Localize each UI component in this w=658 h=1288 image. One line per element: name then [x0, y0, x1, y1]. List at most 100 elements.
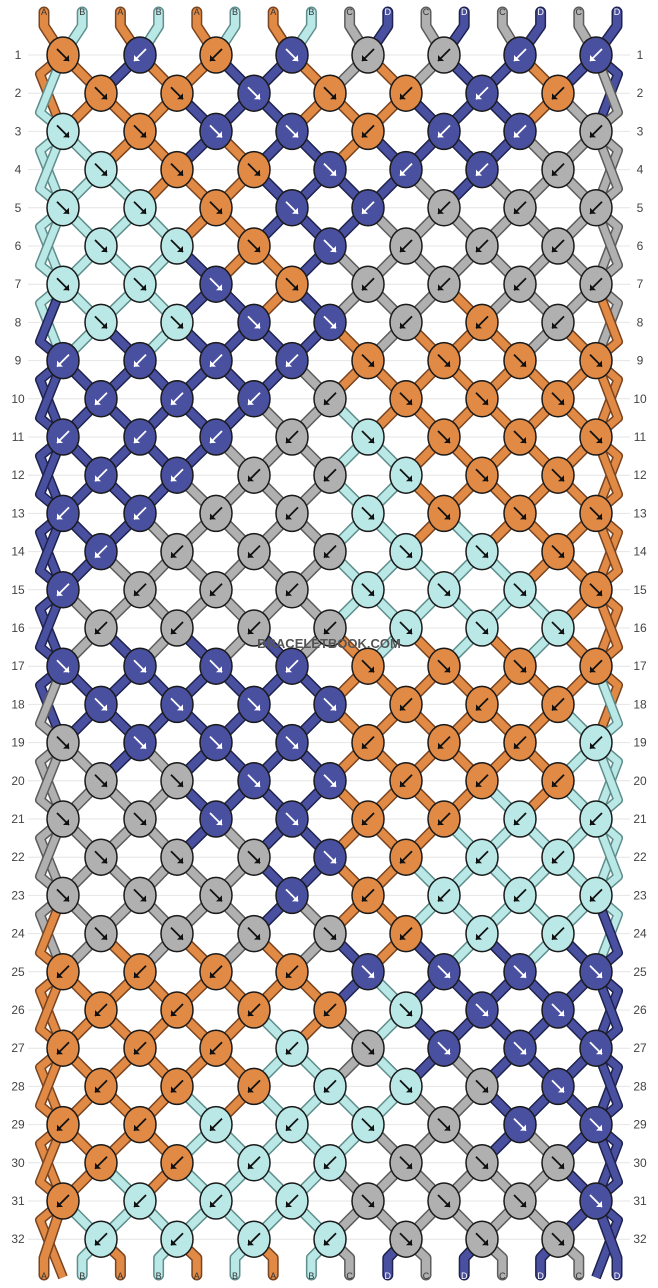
knot	[389, 762, 423, 800]
knot	[46, 1029, 80, 1067]
arrow-head-icon	[400, 780, 406, 787]
arrow-head-icon	[101, 704, 107, 711]
knot	[465, 227, 499, 265]
arrow-head-icon	[171, 628, 177, 634]
knot	[465, 380, 499, 418]
arrow-head-icon	[95, 551, 101, 558]
knot	[389, 303, 423, 342]
knot	[541, 380, 575, 418]
arrow-head-icon	[368, 437, 374, 443]
arrow-head-icon	[444, 1048, 450, 1055]
arrow-head-icon	[552, 169, 558, 176]
knot	[465, 991, 499, 1029]
arrow-head-icon	[362, 284, 368, 291]
arrow-head-icon	[177, 780, 183, 787]
arrow-head-icon	[95, 1162, 101, 1169]
knot	[84, 456, 118, 494]
arrow-head-icon	[57, 1124, 63, 1131]
knot	[503, 418, 537, 456]
knot	[46, 418, 80, 456]
arrow-head-icon	[101, 857, 107, 864]
knot	[199, 112, 233, 151]
arrow-head-icon	[330, 780, 336, 787]
knot	[465, 762, 499, 800]
arrow-head-icon	[476, 857, 482, 864]
arrow-head-icon	[254, 246, 260, 252]
row-number-left: 1	[15, 48, 22, 62]
knot	[503, 1029, 537, 1067]
arrow-head-icon	[406, 1162, 412, 1169]
row-numbers-left: 1234567891011121314151617181920212223242…	[11, 48, 25, 1246]
string-tail-bottom	[592, 1197, 621, 1279]
arrow-head-icon	[101, 322, 107, 329]
row-number-left: 13	[11, 506, 25, 520]
string-letter-top: B	[156, 7, 162, 17]
knot	[427, 1105, 461, 1144]
arrow-head-icon	[210, 971, 216, 978]
arrow-head-icon	[520, 971, 526, 978]
knot	[465, 1067, 499, 1106]
arrow-head-icon	[444, 666, 450, 673]
arrow-head-icon	[444, 1124, 450, 1131]
string-letter-bottom: B	[156, 1271, 162, 1281]
knot	[503, 112, 537, 151]
knot	[160, 150, 194, 189]
knot	[351, 647, 385, 685]
arrow-head-icon	[514, 131, 520, 138]
arrow-head-icon	[292, 55, 298, 61]
knot	[237, 150, 271, 189]
knot	[123, 1029, 157, 1067]
knot	[503, 1105, 537, 1144]
row-number-left: 27	[11, 1041, 25, 1055]
knot	[351, 265, 385, 303]
knot	[579, 571, 613, 609]
knot	[313, 456, 347, 494]
arrow-head-icon	[210, 1124, 216, 1131]
arrow-head-icon	[590, 207, 596, 214]
knot	[389, 838, 423, 876]
knot	[123, 189, 157, 227]
knot	[313, 762, 347, 800]
knot	[351, 494, 385, 533]
knot	[427, 418, 461, 456]
arrow-head-icon	[438, 55, 444, 61]
arrow-head-icon	[438, 207, 444, 214]
knot	[579, 647, 613, 685]
arrow-head-icon	[558, 398, 564, 405]
arrow-head-icon	[590, 895, 596, 902]
row-number-left: 10	[11, 392, 25, 406]
arrow-head-icon	[514, 207, 520, 214]
row-number-right: 7	[637, 277, 644, 291]
knot	[579, 1029, 613, 1067]
string-letter-top: C	[576, 7, 583, 17]
knot	[160, 303, 194, 342]
row-number-left: 24	[11, 927, 25, 941]
arrow-head-icon	[248, 551, 254, 558]
arrow-head-icon	[292, 131, 298, 138]
arrow-head-icon	[444, 589, 450, 596]
string-letter-bottom: D	[537, 1271, 544, 1281]
arrow-head-icon	[63, 207, 69, 214]
arrow-head-icon	[362, 742, 368, 749]
knot	[160, 532, 194, 571]
knot	[503, 189, 537, 227]
arrow-head-icon	[292, 742, 298, 749]
arrow-head-icon	[368, 360, 374, 367]
arrow-head-icon	[95, 1010, 101, 1016]
arrow-head-icon	[596, 360, 602, 367]
arrow-head-icon	[520, 589, 526, 596]
row-number-left: 14	[11, 545, 25, 559]
knot	[351, 876, 385, 915]
knot	[160, 609, 194, 647]
knot	[313, 532, 347, 571]
arrow-head-icon	[520, 360, 526, 367]
knot	[579, 953, 613, 991]
knot	[123, 647, 157, 685]
knot	[46, 800, 80, 838]
knot	[313, 991, 347, 1029]
arrow-head-icon	[63, 895, 69, 902]
arrow-head-icon	[254, 93, 260, 100]
knot	[199, 800, 233, 838]
knot	[503, 647, 537, 685]
